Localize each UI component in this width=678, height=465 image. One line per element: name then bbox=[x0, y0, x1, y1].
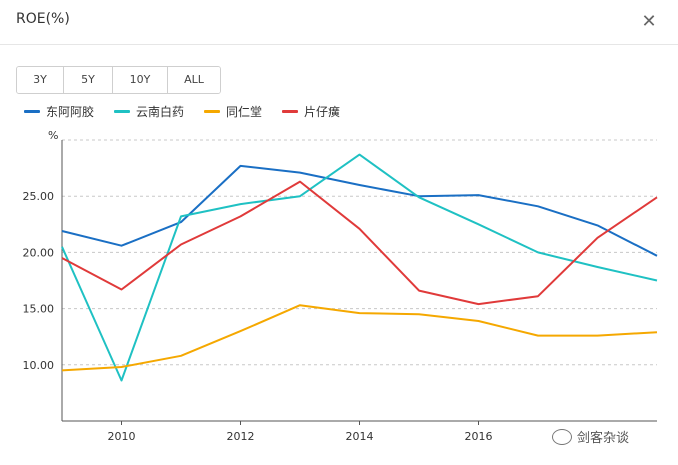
range-button-10y[interactable]: 10Y bbox=[113, 67, 168, 93]
legend-swatch bbox=[24, 110, 40, 113]
dialog-header: ROE(%) ✕ bbox=[0, 0, 678, 45]
x-tick-label: 2014 bbox=[346, 430, 374, 443]
close-icon[interactable]: ✕ bbox=[641, 10, 657, 32]
watermark: 剑客杂谈 bbox=[552, 427, 629, 446]
range-button-all[interactable]: ALL bbox=[168, 67, 220, 93]
chart-legend: 东阿阿胶 云南白药 同仁堂 片仔癀 bbox=[24, 103, 340, 120]
legend-item-pianzaihuang[interactable]: 片仔癀 bbox=[282, 103, 340, 120]
legend-item-tongrentang[interactable]: 同仁堂 bbox=[204, 103, 262, 120]
y-tick-label: 10.00 bbox=[23, 359, 55, 372]
wechat-icon bbox=[552, 428, 572, 445]
legend-item-yunnan-baiyao[interactable]: 云南白药 bbox=[114, 103, 184, 120]
series-line-1 bbox=[61, 153, 658, 382]
series-line-2 bbox=[61, 304, 658, 372]
x-tick-label: 2010 bbox=[108, 430, 136, 443]
x-tick-label: 2016 bbox=[465, 430, 493, 443]
legend-swatch bbox=[282, 110, 299, 113]
y-tick-label: 20.00 bbox=[23, 246, 55, 259]
legend-label: 东阿阿胶 bbox=[46, 105, 95, 119]
range-button-3y[interactable]: 3Y bbox=[17, 67, 64, 93]
y-unit-label: % bbox=[48, 129, 58, 142]
watermark-text: 剑客杂谈 bbox=[577, 431, 630, 446]
legend-swatch bbox=[204, 110, 221, 113]
series-line-0 bbox=[61, 164, 658, 257]
y-tick-label: 15.00 bbox=[23, 303, 55, 316]
x-tick-label: 2012 bbox=[227, 430, 255, 443]
dialog-title: ROE(%) bbox=[16, 11, 70, 27]
legend-label: 片仔癀 bbox=[304, 105, 341, 119]
legend-label: 云南白药 bbox=[136, 105, 185, 119]
legend-swatch bbox=[114, 110, 131, 113]
series-line-3 bbox=[61, 180, 658, 306]
range-selector: 3Y 5Y 10Y ALL bbox=[16, 66, 221, 94]
range-button-5y[interactable]: 5Y bbox=[64, 67, 113, 93]
y-tick-label: 25.00 bbox=[23, 190, 55, 203]
legend-label: 同仁堂 bbox=[226, 105, 263, 119]
legend-item-ejiao[interactable]: 东阿阿胶 bbox=[24, 103, 94, 120]
